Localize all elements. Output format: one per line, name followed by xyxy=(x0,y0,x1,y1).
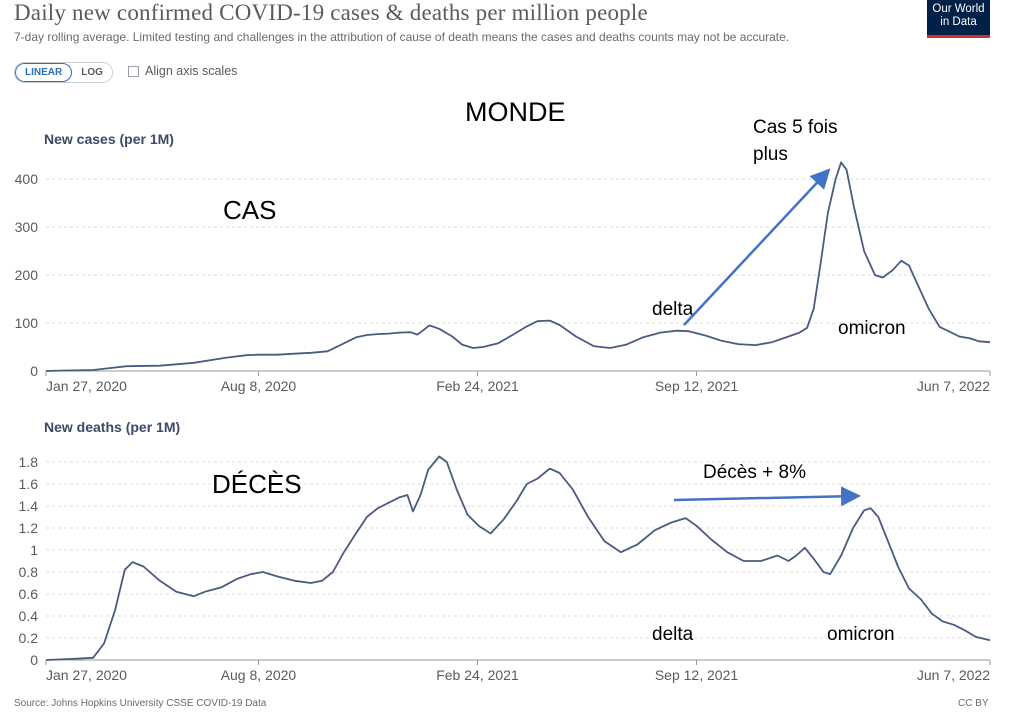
annotation-delta-top: delta xyxy=(652,299,694,320)
y-tick-label: 0 xyxy=(30,652,38,668)
y-tick-label: 1.6 xyxy=(19,476,39,492)
annotation-omicron-top: omicron xyxy=(838,318,906,339)
y-tick-label: 100 xyxy=(15,315,39,331)
annotation-deces-8: Décès + 8% xyxy=(703,462,806,483)
source-note: Source: Johns Hopkins University CSSE CO… xyxy=(14,698,267,709)
annotation-deces: DÉCÈS xyxy=(212,469,302,499)
y-tick-label: 1.4 xyxy=(19,498,39,514)
annotation-cas-5-fois: Cas 5 fois xyxy=(753,117,837,138)
y-tick-label: 0.4 xyxy=(19,608,39,624)
series-line[interactable] xyxy=(45,161,991,372)
y-tick-label: 0.6 xyxy=(19,586,39,602)
deaths-y-axis-label: New deaths (per 1M) xyxy=(44,419,180,435)
x-tick-label: Sep 12, 2021 xyxy=(655,378,739,394)
annotations: MONDE CAS Cas 5 fois plus delta omicron … xyxy=(212,97,906,645)
y-tick-label: 1.2 xyxy=(19,520,39,536)
chart-subtitle: 7-day rolling average. Limited testing a… xyxy=(14,30,790,44)
x-tick-label: Feb 24, 2021 xyxy=(436,667,519,683)
y-tick-label: 400 xyxy=(15,171,39,187)
x-tick-label: Jun 7, 2022 xyxy=(917,378,990,394)
arrow-cases-increase xyxy=(683,168,831,326)
y-tick-label: 300 xyxy=(15,219,39,235)
align-axis-label: Align axis scales xyxy=(145,64,238,78)
chart-title: Daily new confirmed COVID-19 cases & dea… xyxy=(14,0,648,25)
annotation-monde: MONDE xyxy=(465,97,566,127)
deaths-chart: New deaths (per 1M) 0 0.2 0.4 0.6 0.8 1 1.2 1.4… xyxy=(19,419,991,683)
series-line[interactable] xyxy=(45,455,991,661)
cases-chart: New cases (per 1M) 0 100 200 300 400 Jan 27, … xyxy=(15,131,991,394)
log-scale-button[interactable]: LOG xyxy=(72,63,112,82)
annotation-omicron-bottom: omicron xyxy=(827,624,895,645)
cases-y-axis-label: New cases (per 1M) xyxy=(44,131,174,147)
x-tick-label: Aug 8, 2020 xyxy=(221,667,297,683)
y-tick-label: 0 xyxy=(30,363,38,379)
checkbox-icon[interactable] xyxy=(128,65,139,77)
arrow-deaths-increase xyxy=(673,486,861,507)
annotation-delta-bottom: delta xyxy=(652,624,694,645)
logo-line-1: Our World xyxy=(932,3,985,15)
linear-scale-button[interactable]: LINEAR xyxy=(15,63,73,82)
x-tick-label: Jan 27, 2020 xyxy=(46,667,127,683)
x-tick-label: Jan 27, 2020 xyxy=(46,378,127,394)
scale-toggle: LINEAR LOG xyxy=(14,62,113,83)
x-tick-label: Aug 8, 2020 xyxy=(221,378,297,394)
annotation-cas: CAS xyxy=(223,195,276,225)
y-tick-label: 1 xyxy=(30,542,38,558)
y-tick-label: 200 xyxy=(15,267,39,283)
align-axis-checkbox[interactable]: Align axis scales xyxy=(128,64,237,78)
annotation-plus: plus xyxy=(753,144,788,165)
y-tick-label: 0.8 xyxy=(19,564,39,580)
x-tick-label: Sep 12, 2021 xyxy=(655,667,739,683)
logo-line-2: in Data xyxy=(940,16,977,28)
owid-logo[interactable]: Our World in Data xyxy=(927,0,990,38)
x-tick-label: Jun 7, 2022 xyxy=(917,667,990,683)
y-tick-label: 1.8 xyxy=(19,454,39,470)
y-tick-label: 0.2 xyxy=(19,630,39,646)
license-note: CC BY xyxy=(958,698,989,709)
x-tick-label: Feb 24, 2021 xyxy=(436,378,519,394)
